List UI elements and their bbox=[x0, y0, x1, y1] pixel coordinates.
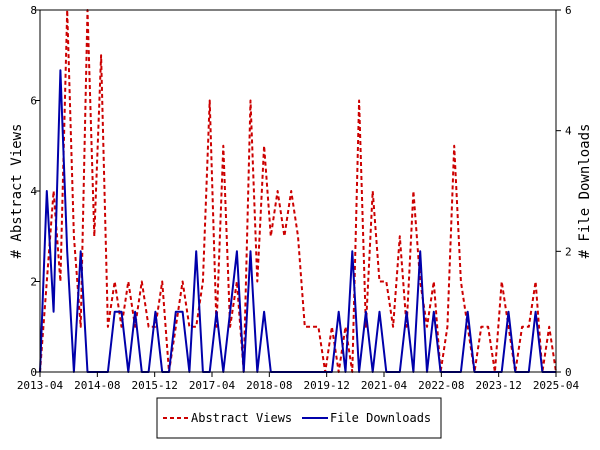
x-tick-label-2022-08: 2022-08 bbox=[418, 379, 464, 392]
legend-label-abstract-views: Abstract Views bbox=[191, 411, 292, 425]
right-axis-title: # File Downloads bbox=[577, 124, 593, 259]
right-y-tick-label-4: 4 bbox=[565, 125, 572, 138]
x-tick-label-2013-04: 2013-04 bbox=[17, 379, 64, 392]
right-y-tick-label-6: 6 bbox=[565, 4, 572, 17]
right-y-tick-label-2: 2 bbox=[565, 245, 572, 258]
left-y-tick-label-6: 6 bbox=[30, 95, 37, 108]
left-y-tick-label-2: 2 bbox=[30, 276, 37, 289]
legend: Abstract Views File Downloads bbox=[156, 397, 442, 439]
right-y-tick-label-0: 0 bbox=[565, 366, 572, 379]
x-tick-label-2025-04: 2025-04 bbox=[533, 379, 580, 392]
series-line-abstract-views bbox=[39, 9, 557, 373]
left-y-tick-label-0: 0 bbox=[30, 366, 37, 379]
left-y-tick-label-8: 8 bbox=[30, 4, 37, 17]
x-tick-label-2014-08: 2014-08 bbox=[74, 379, 120, 392]
x-tick-label-2015-12: 2015-12 bbox=[131, 379, 177, 392]
left-y-tick-label-4: 4 bbox=[30, 185, 37, 198]
x-tick-label-2023-12: 2023-12 bbox=[475, 379, 521, 392]
plot-background bbox=[40, 10, 556, 372]
left-axis-title: # Abstract Views bbox=[9, 124, 25, 259]
legend-label-file-downloads: File Downloads bbox=[330, 411, 431, 425]
x-tick-label-2018-08: 2018-08 bbox=[246, 379, 292, 392]
x-tick-label-2017-04: 2017-04 bbox=[189, 379, 236, 392]
x-tick-label-2019-12: 2019-12 bbox=[303, 379, 349, 392]
x-tick-label-2021-04: 2021-04 bbox=[361, 379, 408, 392]
chart-axes: 0 2 4 6 8 0 2 4 6 2013-04 2014-08 2015-12 2017-04 201… bbox=[17, 4, 580, 392]
plot-area bbox=[40, 10, 556, 372]
legend-box bbox=[156, 397, 442, 439]
